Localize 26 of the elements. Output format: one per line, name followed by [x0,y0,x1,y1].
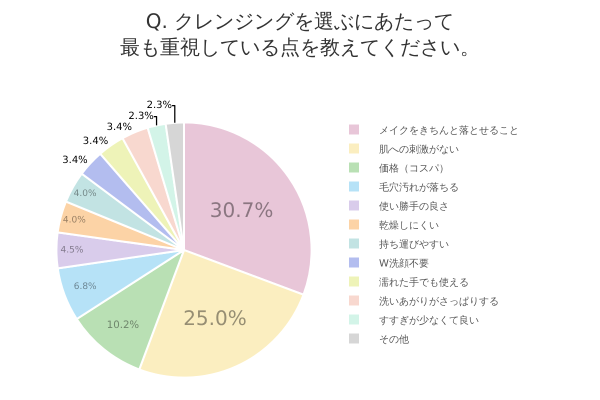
data-label: 3.4% [106,122,132,134]
legend-label: 毛穴汚れが落ちる [379,181,459,194]
data-label: 2.3% [146,100,172,112]
legend-label: 価格（コスパ） [379,162,449,174]
data-label: 10.2% [106,320,140,332]
data-label: 2.3% [128,111,154,122]
legend-label: 肌への刺激がない [379,143,459,156]
chart-subtitle: 最も重視している点を教えてください。 [120,35,480,59]
legend-label: W洗顔不要 [379,257,429,270]
chart-title: Q. クレンジングを選ぶにあたって [146,9,454,33]
data-label: 6.8% [74,282,98,292]
legend-label: 濡れた手でも使える [379,276,469,288]
data-label: 4.0% [62,215,86,226]
data-label: 25.0% [183,306,247,330]
data-label: 3.4% [82,136,108,148]
legend-label: すすぎが少なくて良い [379,314,479,326]
data-label: 3.4% [62,155,88,166]
legend-label: 持ち運びやすい [379,238,449,250]
legend-label: メイクをきちんと落とせること [379,124,519,136]
legend-label: その他 [379,333,409,346]
legend-label: 乾燥しにくい [379,219,439,232]
legend-label: 使い勝手の良さ [379,200,449,212]
data-label: 4.5% [60,245,84,256]
data-label: 4.0% [74,189,97,200]
data-label: 30.7% [210,198,274,222]
legend-label: 洗いあがりがさっぱりする [379,295,499,308]
